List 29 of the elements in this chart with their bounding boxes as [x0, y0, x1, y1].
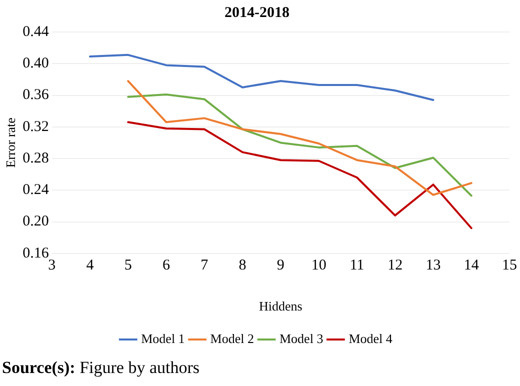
- x-tick-label: 12: [388, 257, 403, 274]
- y-tick-label: 0.36: [22, 87, 50, 104]
- x-tick-label: 11: [350, 257, 364, 274]
- x-tick-label: 4: [86, 257, 94, 274]
- x-tick-label: 8: [238, 257, 246, 274]
- y-tick-label: 0.16: [22, 245, 50, 262]
- x-tick-label: 14: [464, 257, 480, 274]
- y-tick-label: 0.44: [22, 24, 50, 40]
- x-tick-label: 5: [124, 257, 132, 274]
- y-tick-label: 0.40: [22, 56, 49, 72]
- legend-label: Model 2: [210, 330, 254, 346]
- y-tick-label: 0.28: [22, 150, 49, 166]
- x-tick-label: 13: [426, 257, 441, 274]
- chart-title: 2014-2018: [224, 4, 290, 21]
- legend-label: Model 1: [141, 330, 185, 346]
- y-tick-label: 0.24: [22, 182, 50, 198]
- x-tick-label: 10: [311, 257, 326, 274]
- source-note: Source(s): Figure by authors: [2, 358, 200, 378]
- x-tick-label: 7: [200, 257, 209, 274]
- legend-label: Model 4: [348, 330, 393, 346]
- x-tick-label: 6: [162, 257, 171, 274]
- y-axis-title: Error rate: [3, 117, 18, 168]
- legend-label: Model 3: [280, 330, 324, 346]
- x-tick-label: 3: [48, 257, 56, 274]
- y-tick-label: 0.20: [22, 214, 49, 230]
- x-tick-label: 15: [502, 257, 517, 274]
- y-tick-label: 0.32: [22, 118, 49, 135]
- x-axis-title: Hiddens: [259, 298, 302, 314]
- x-tick-label: 9: [276, 257, 284, 274]
